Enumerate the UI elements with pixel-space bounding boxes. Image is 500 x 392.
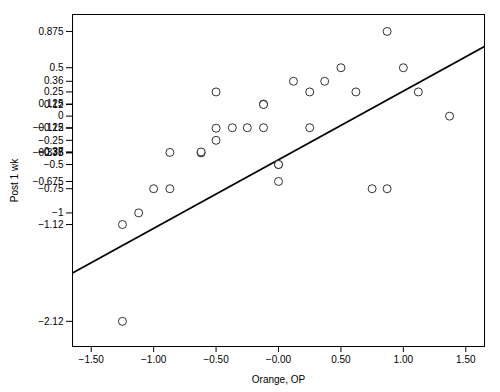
svg-text:−0.675: −0.675 [32, 175, 64, 187]
svg-text:−0.37: −0.37 [38, 146, 64, 157]
svg-text:1.00: 1.00 [394, 354, 414, 365]
svg-text:−0.25: −0.25 [38, 135, 64, 146]
svg-text:0.50: 0.50 [331, 354, 351, 365]
svg-text:−1.12: −1.12 [38, 219, 64, 230]
svg-text:−1: −1 [52, 207, 64, 218]
svg-text:0.12: 0.12 [44, 99, 64, 110]
svg-text:−0.5: −0.5 [44, 159, 64, 170]
svg-text:Post 1 wk: Post 1 wk [9, 158, 20, 202]
svg-text:0.125: 0.125 [38, 98, 63, 109]
svg-text:1.50: 1.50 [456, 354, 476, 365]
svg-text:−0.50: −0.50 [203, 354, 229, 365]
svg-text:0.36: 0.36 [44, 75, 64, 86]
svg-text:−0.00: −0.00 [266, 354, 292, 365]
svg-text:0.25: 0.25 [44, 86, 64, 97]
svg-text:−1.00: −1.00 [141, 354, 167, 365]
svg-text:−1.50: −1.50 [79, 354, 105, 365]
svg-text:−0.38: −0.38 [38, 147, 64, 158]
svg-text:Orange, OP: Orange, OP [252, 374, 306, 385]
svg-text:−2.12: −2.12 [38, 316, 64, 327]
svg-text:0: 0 [58, 110, 64, 121]
svg-text:−0.125: −0.125 [33, 122, 64, 133]
svg-text:0.5: 0.5 [50, 62, 64, 73]
svg-text:−0.375: −0.375 [33, 147, 64, 158]
svg-text:−0.75: −0.75 [38, 183, 64, 194]
svg-text:0.875: 0.875 [38, 26, 63, 37]
